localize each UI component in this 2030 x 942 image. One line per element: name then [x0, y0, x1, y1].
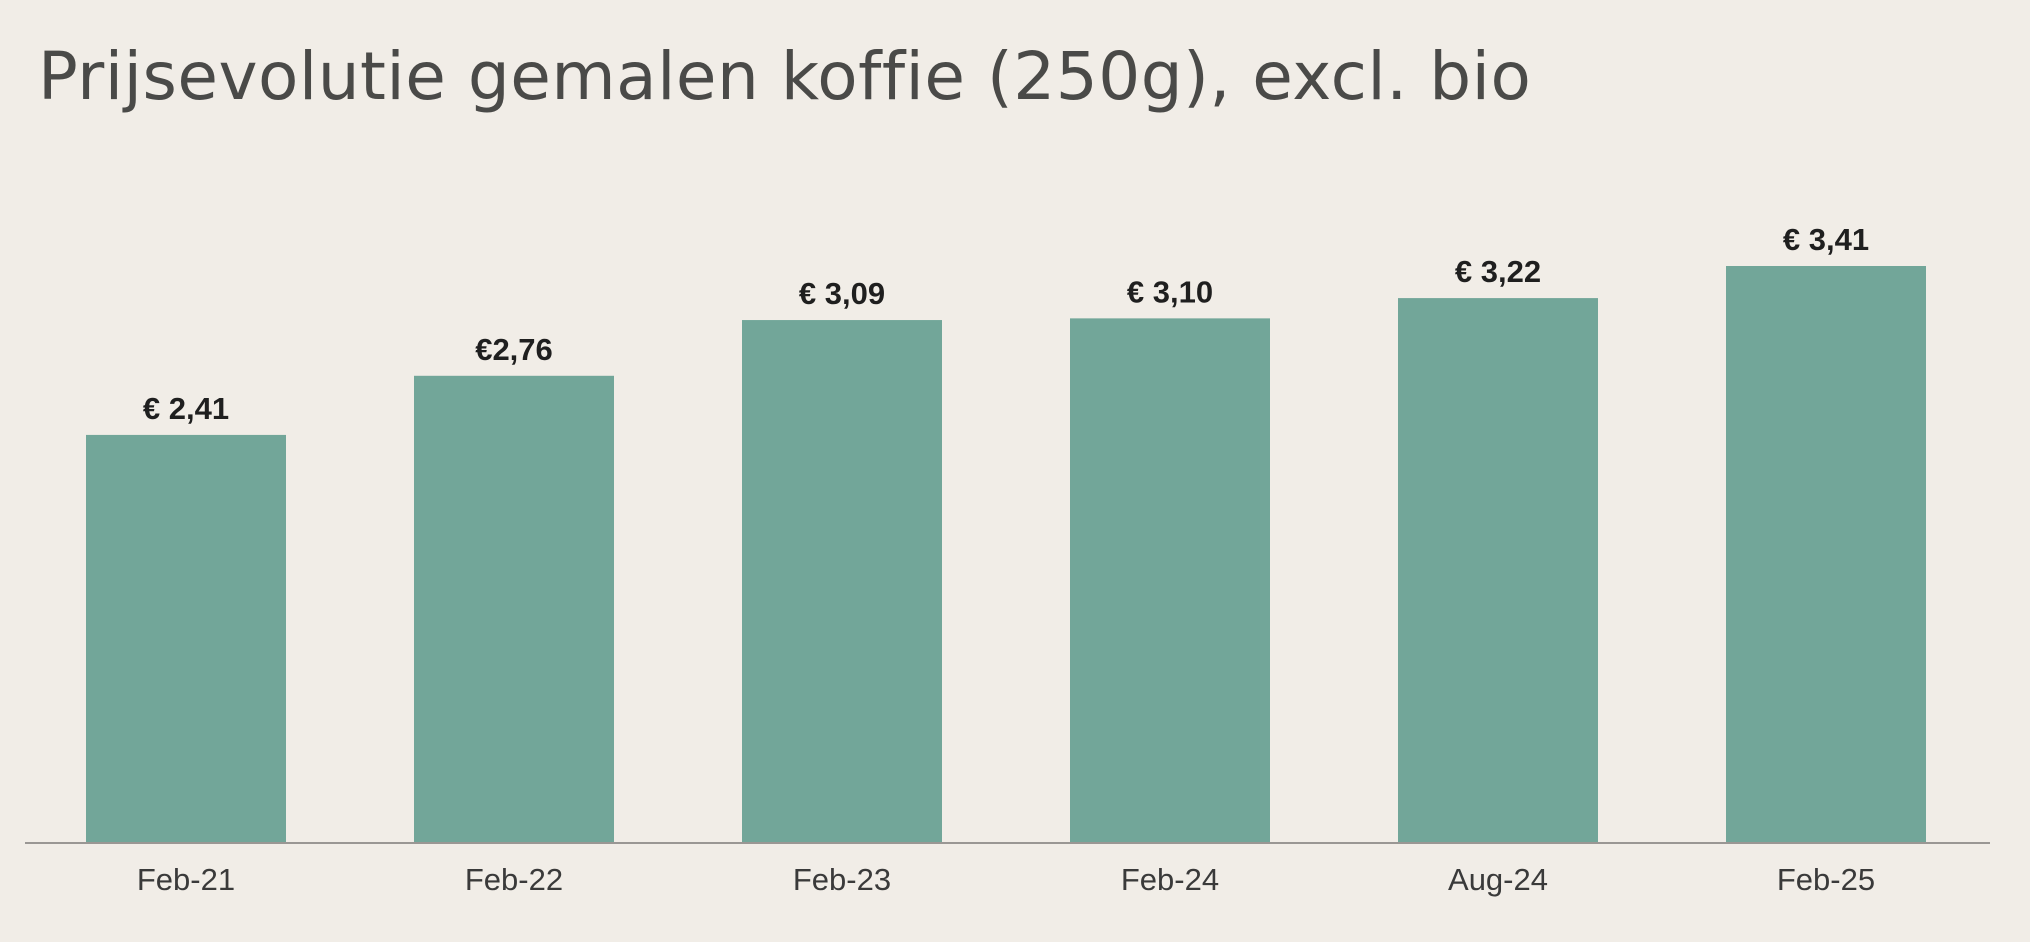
value-label-aug-24: € 3,22 [1455, 254, 1541, 289]
bar-feb-22 [414, 375, 614, 842]
bar-feb-24 [1070, 318, 1270, 842]
x-tick-label-feb-24: Feb-24 [1121, 862, 1219, 897]
bar-feb-21 [86, 434, 286, 842]
x-tick-labels-layer: Feb-21 Feb-22 Feb-23 Feb-24 Aug-24 Feb-25 [137, 862, 1875, 897]
bar-aug-24 [1398, 298, 1598, 842]
value-labels-layer: € 2,41 €2,76 € 3,09 € 3,10 € 3,22 € 3,41 [143, 222, 1869, 426]
bar-feb-23 [742, 320, 942, 842]
x-tick-label-feb-21: Feb-21 [137, 862, 235, 897]
bars-layer [86, 266, 1926, 842]
value-label-feb-24: € 3,10 [1127, 274, 1213, 309]
x-tick-label-feb-23: Feb-23 [793, 862, 891, 897]
x-tick-label-feb-25: Feb-25 [1777, 862, 1875, 897]
value-label-feb-22: €2,76 [475, 332, 553, 367]
x-tick-label-feb-22: Feb-22 [465, 862, 563, 897]
value-label-feb-21: € 2,41 [143, 391, 229, 426]
chart-title: Prijsevolutie gemalen koffie (250g), exc… [38, 38, 1532, 115]
value-label-feb-25: € 3,41 [1783, 222, 1869, 257]
value-label-feb-23: € 3,09 [799, 276, 885, 311]
x-tick-label-aug-24: Aug-24 [1448, 862, 1548, 897]
bar-feb-25 [1726, 266, 1926, 842]
